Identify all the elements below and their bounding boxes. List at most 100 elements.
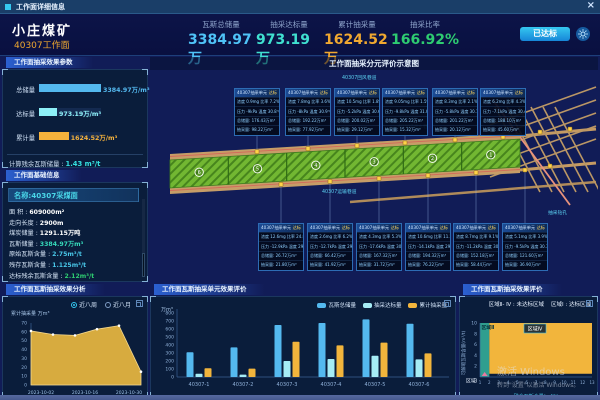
panel-corner xyxy=(150,296,156,302)
unit-card-row: 抽采量: 77.92万m³ xyxy=(286,125,330,134)
period-radio-0[interactable]: 近八周 xyxy=(70,300,97,309)
legend-item[interactable]: 累计抽采量 xyxy=(408,301,447,309)
chart-text: 10 xyxy=(561,380,567,385)
unit-card[interactable]: 40307抽采单元 达标 浓度 4.3mg 比率 5.3% 压力 -17.6kPa 温… xyxy=(356,223,402,271)
chart-text: 11 xyxy=(571,380,577,385)
panel-corner xyxy=(2,69,8,75)
info-label: 瓦斯储量 : xyxy=(9,240,40,248)
chart-text: 0 xyxy=(24,383,27,389)
chart-text: 2 xyxy=(474,364,477,370)
chart-text: 8 xyxy=(474,331,477,337)
unit-card-title: 40307抽采单元 xyxy=(288,90,319,95)
period-radios: 近八周 近八月 xyxy=(70,300,131,309)
unit-card-row: 总储量: 26.72万m³ xyxy=(259,250,303,260)
scrollbar[interactable] xyxy=(142,199,145,277)
unit-card-row: 抽采量: 36.90万m³ xyxy=(503,260,547,269)
unit-card-header: 40307抽采单元 达标 xyxy=(503,224,547,232)
chart-text: 40307-1 xyxy=(189,382,210,388)
legend-item[interactable]: 抽采达标量 xyxy=(362,301,402,309)
chart-text: 500 xyxy=(165,335,174,341)
expand-icon[interactable] xyxy=(586,300,593,307)
unit-card-row: 总储量: 205.22万m³ xyxy=(383,115,427,125)
expand-icon[interactable] xyxy=(136,300,143,307)
legend-item[interactable]: 瓦斯总储量 xyxy=(317,301,356,309)
chart-text: 400 xyxy=(165,343,174,349)
unit-card[interactable]: 40307抽采单元 达标 浓度 5.1mg 比率 3.9% 压力 -9.5kPa 温度… xyxy=(502,223,548,271)
unit-card-row: 总储量: 188.10万m³ xyxy=(481,115,525,125)
unit-card-row: 总储量: 201.22万m³ xyxy=(433,115,477,125)
expand-icon[interactable] xyxy=(444,300,451,307)
chart-text: 60 xyxy=(21,329,27,335)
unit-card-title: 40307抽采单元 xyxy=(483,90,514,95)
unit-card[interactable]: 40307抽采单元 达标 浓度 9.05mg 比率 1.5% 压力 -9.8kPa 温… xyxy=(382,88,428,136)
face-number: 40307工作面 xyxy=(14,41,70,51)
scrollbar-thumb[interactable] xyxy=(142,253,145,277)
unit-card[interactable]: 40307抽采单元 达标 浓度 8.7mg 比率 9.1% 压力 -11.2kPa 温… xyxy=(453,223,499,271)
chart-text: 6 xyxy=(525,380,528,385)
kpi-extraction-ratio: 抽采比率 166.92% xyxy=(390,19,460,68)
info-row: 面 积 : 609000m² xyxy=(9,207,139,218)
panel-body: 名称:40307采煤面 面 积 : 609000m² 走向长度 : 2900m 煤炭… xyxy=(2,182,148,282)
info-value: 609000m² xyxy=(29,209,65,216)
chart-text: 10 xyxy=(21,374,27,380)
unit-card-row: 浓度 10.5mg 比率 1.8% xyxy=(335,97,379,106)
unit-card-title: 40307抽采单元 xyxy=(435,90,466,95)
unit-card-row: 浓度 6.2mg 比率 4.3% xyxy=(481,97,525,106)
panel-corner xyxy=(592,296,598,302)
kpi-extraction-ratio-value: 166.92% xyxy=(390,32,460,48)
unit-card[interactable]: 40307抽采单元 达标 浓度 10.5mg 比率 1.8% 压力 -5.2kPa 温… xyxy=(334,88,380,136)
residual-gas-value: 1.43 m³/t xyxy=(65,160,101,168)
unit-card-status-tag: 达标 xyxy=(416,90,425,95)
unit-card[interactable]: 40307抽采单元 达标 浓度 7.8mg 比率 3.6% 压力 -8kPa 温度 3… xyxy=(285,88,331,136)
chart-text: 700 xyxy=(165,319,174,325)
gear-icon[interactable] xyxy=(576,27,590,41)
legend-label: 抽采达标量 xyxy=(373,303,402,309)
unit-card[interactable]: 40307抽采单元 达标 浓度 0.9mg 比率 7.2% 压力 -9kPa 温度 3… xyxy=(234,88,280,136)
chart-text: 40307-4 xyxy=(321,382,342,388)
unit-card-row: 浓度 8.7mg 比率 9.1% xyxy=(454,232,498,241)
chart-text: 100 xyxy=(165,367,174,373)
info-label: 面 积 : xyxy=(9,209,30,216)
unit-card-row: 压力 -5.2kPa 温度 30.6℃ xyxy=(335,106,379,115)
unit-card-row: 总储量: 152.18万m³ xyxy=(454,250,498,260)
unit-card[interactable]: 40307抽采单元 达标 浓度 8.3mg 比率 2.1% 压力 -5.8kPa 温度… xyxy=(432,88,478,136)
legend-chip xyxy=(408,302,418,308)
unit-card-status-tag: 达标 xyxy=(268,90,277,95)
close-icon[interactable]: × xyxy=(586,0,595,11)
panel-trend-analysis: 工作面瓦斯抽采效果分析 近八周 近八月 累计抽采量 万m³ 0 10 20 30 40 50 6… xyxy=(2,284,148,398)
chart-text: 5 xyxy=(516,380,519,385)
info-row: 走向长度 : 2900m xyxy=(9,218,139,229)
chart-text: 4 xyxy=(314,163,317,169)
unit-card-row: 抽采量: 76.22万m³ xyxy=(406,260,450,269)
panel-unit-evaluation: 工作面瓦斯抽采单元效果评价 瓦斯总储量 抽采达标量 累计抽采量 万m³ 0 100 200… xyxy=(150,284,456,398)
period-radio-1[interactable]: 近八月 xyxy=(104,300,131,309)
unit-card[interactable]: 40307抽采单元 达标 浓度 6.2mg 比率 4.3% 压力 -7.1kPa 温度… xyxy=(480,88,526,136)
chart-text: 1 xyxy=(479,380,482,385)
unit-card[interactable]: 40307抽采单元 达标 浓度 2.6mg 比率 6.2% 压力 -12.7kPa 温… xyxy=(307,223,353,271)
param-bars: 总储量 3384.97万/m³ 达标量 973.19万/m³ 累计量 1624.52万/m… xyxy=(7,80,150,152)
chart-text: 4 xyxy=(474,353,477,359)
chart-text: 3 xyxy=(497,380,500,385)
status-reached-button[interactable]: 已达标 xyxy=(520,27,570,41)
unit-card-row: 抽采量: 15.32万m³ xyxy=(383,125,427,134)
unit-card-row: 浓度 5.1mg 比率 3.9% xyxy=(503,232,547,241)
unit-card-status-tag: 达标 xyxy=(514,90,523,95)
unit-card-status-tag: 达标 xyxy=(390,225,399,230)
kpi-cumulative-extraction-label: 累计抽采量 xyxy=(338,20,376,29)
chart-text: 40307-2 xyxy=(233,382,254,388)
param-bar-label: 总储量 xyxy=(16,87,35,94)
info-row: 残存瓦斯含量 : 1.125m³/t xyxy=(9,260,139,271)
chart-text: 万m³ xyxy=(161,307,173,313)
divider xyxy=(7,154,143,155)
unit-card-row: 抽采量: 20.12万m³ xyxy=(433,125,477,134)
param-bar-fill xyxy=(39,132,69,140)
kpi-strip: 瓦斯总储量3384.97万抽采达标量973.19万累计抽采量1624.52万抽采… xyxy=(188,19,460,68)
unit-card-row: 压力 -5.8kPa 温度 30.1℃ xyxy=(433,106,477,115)
panel-title: 工作面基础信息 xyxy=(6,170,90,181)
unit-card-title: 40307抽采单元 xyxy=(337,90,368,95)
info-value: 1.125m³/t xyxy=(52,261,87,269)
unit-card-row: 压力 -9.5kPa 温度 30.3℃ xyxy=(503,241,547,250)
panel-corner xyxy=(142,296,148,302)
